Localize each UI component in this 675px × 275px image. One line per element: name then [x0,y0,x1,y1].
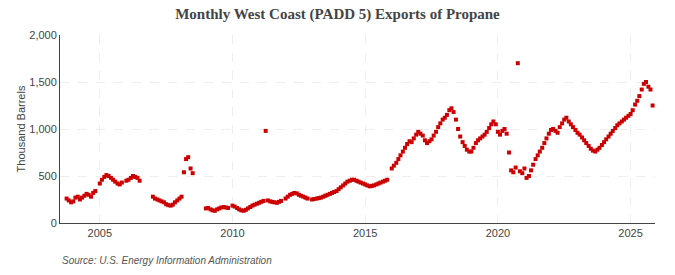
svg-text:2020: 2020 [486,227,510,239]
svg-text:2015: 2015 [353,227,377,239]
svg-text:2025: 2025 [618,227,642,239]
svg-text:Source: U.S. Energy Informatio: Source: U.S. Energy Information Administ… [62,255,272,266]
svg-text:2005: 2005 [88,227,112,239]
svg-text:0: 0 [51,217,57,229]
svg-text:2010: 2010 [220,227,244,239]
svg-text:500: 500 [38,170,56,182]
svg-text:1,000: 1,000 [29,123,57,135]
svg-text:Monthly West Coast (PADD 5) Ex: Monthly West Coast (PADD 5) Exports of P… [175,6,500,23]
svg-text:Thousand Barrels: Thousand Barrels [15,85,27,172]
svg-text:1,500: 1,500 [29,76,57,88]
svg-text:2,000: 2,000 [29,29,57,41]
